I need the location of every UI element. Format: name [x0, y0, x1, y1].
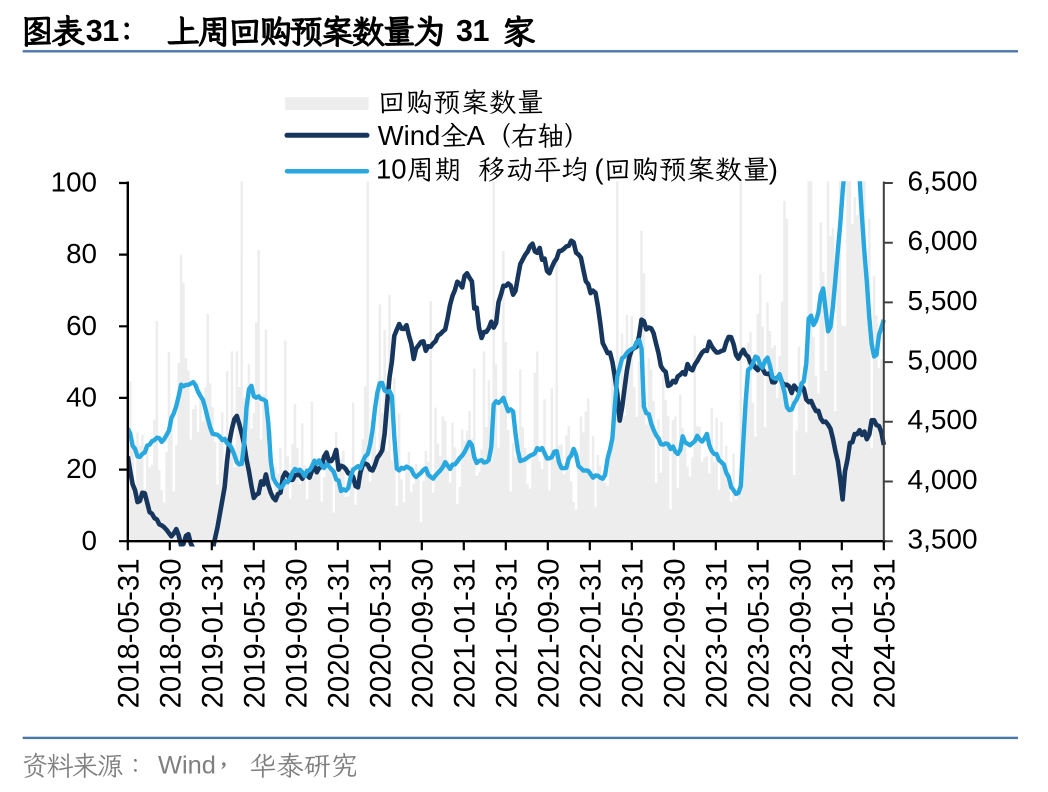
svg-text:): ) — [769, 154, 778, 185]
svg-text:4,500: 4,500 — [908, 404, 978, 435]
svg-text:2023-09-30: 2023-09-30 — [784, 559, 817, 709]
svg-text:2023-05-31: 2023-05-31 — [742, 559, 775, 709]
svg-text:A: A — [467, 120, 486, 151]
svg-text:(: ( — [594, 154, 603, 185]
svg-text:2022-05-31: 2022-05-31 — [616, 559, 649, 709]
svg-text:2019-05-31: 2019-05-31 — [238, 559, 271, 709]
svg-text:Wind: Wind — [158, 752, 216, 780]
svg-text:2020-05-31: 2020-05-31 — [364, 559, 397, 709]
svg-text:31: 31 — [456, 14, 489, 48]
svg-text:2021-05-31: 2021-05-31 — [490, 559, 523, 709]
svg-text:4,000: 4,000 — [908, 464, 978, 495]
svg-text:2020-09-30: 2020-09-30 — [406, 559, 439, 709]
svg-text:2022-01-31: 2022-01-31 — [574, 559, 607, 709]
svg-text:2023-01-31: 2023-01-31 — [700, 559, 733, 709]
svg-text:2024-05-31: 2024-05-31 — [868, 559, 901, 709]
svg-text:31: 31 — [86, 14, 119, 48]
svg-text:40: 40 — [66, 382, 97, 413]
svg-text:2019-01-31: 2019-01-31 — [196, 559, 229, 709]
svg-text:5,500: 5,500 — [908, 285, 978, 316]
svg-text:20: 20 — [66, 453, 97, 484]
svg-text:2018-09-30: 2018-09-30 — [154, 559, 187, 709]
svg-text:2018-05-31: 2018-05-31 — [112, 559, 145, 709]
svg-text:2022-09-30: 2022-09-30 — [658, 559, 691, 709]
svg-text:6,000: 6,000 — [908, 225, 978, 256]
svg-text:2019-09-30: 2019-09-30 — [280, 559, 313, 709]
svg-text:80: 80 — [66, 238, 97, 269]
svg-text:3,500: 3,500 — [908, 524, 978, 555]
svg-text:100: 100 — [51, 167, 97, 198]
svg-text:60: 60 — [66, 310, 97, 341]
svg-text:6,500: 6,500 — [908, 165, 978, 196]
svg-text:10: 10 — [376, 154, 407, 185]
svg-text:2024-01-31: 2024-01-31 — [826, 559, 859, 709]
svg-text:0: 0 — [82, 525, 97, 556]
svg-text:5,000: 5,000 — [908, 345, 978, 376]
svg-text:Wind: Wind — [378, 120, 441, 151]
svg-text:2020-01-31: 2020-01-31 — [322, 559, 355, 709]
svg-text:2021-01-31: 2021-01-31 — [448, 559, 481, 709]
svg-text:2021-09-30: 2021-09-30 — [532, 559, 565, 709]
